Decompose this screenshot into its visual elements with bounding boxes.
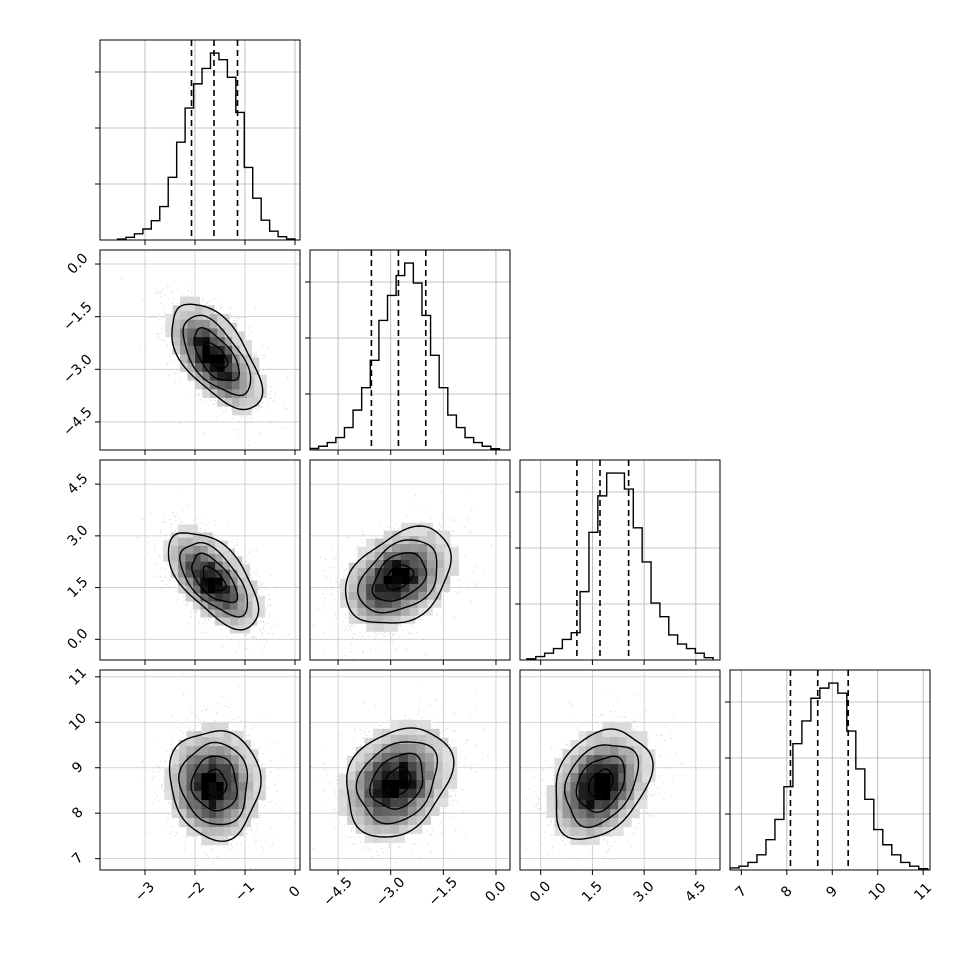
x-tick-label: −4.5 — [320, 874, 355, 909]
x-tick-label: 11 — [911, 880, 935, 904]
contour-level-1 — [190, 755, 238, 812]
contour-level-3 — [167, 532, 260, 631]
contour-level-2 — [182, 314, 252, 397]
x-tick-label: −2 — [182, 879, 208, 905]
contour-level-0 — [203, 768, 228, 798]
y-tick-label: −1.5 — [60, 299, 95, 334]
scatter-panel-0-2 — [100, 460, 300, 660]
panel-axes-2-3 — [519, 669, 721, 875]
contour-level-1 — [193, 326, 240, 382]
panel-frame — [729, 669, 931, 871]
y-tick-label: −4.5 — [60, 404, 95, 439]
y-tick-label: 7 — [69, 850, 87, 868]
y-tick-label: 0.0 — [64, 251, 91, 278]
contour-level-0 — [588, 768, 614, 798]
density-cell — [244, 580, 258, 594]
y-tick-label: 4.5 — [64, 471, 91, 498]
y-tick-label: 1.5 — [64, 574, 91, 601]
y-tick-label: 8 — [69, 804, 87, 822]
histogram-panel-3 — [725, 669, 931, 875]
y-tick-label: −3.0 — [60, 352, 95, 387]
panel-axes-1-2 — [309, 459, 511, 665]
scatter-panel-2-3 — [520, 670, 720, 870]
x-tick-label: 1.5 — [579, 878, 606, 905]
contour-level-3 — [555, 728, 654, 840]
panel-frame — [99, 669, 301, 871]
panel-axes-0-2 — [95, 459, 301, 665]
panel-frame — [309, 459, 511, 661]
histogram-panel-0 — [95, 39, 301, 245]
x-tick-label: 10 — [866, 880, 890, 904]
density-cell — [253, 767, 266, 783]
contour-level-3 — [344, 525, 452, 624]
contour-level-3 — [171, 303, 264, 411]
panel-axes-0-3 — [95, 669, 301, 875]
contour-level-1 — [191, 552, 239, 604]
histogram-step — [310, 262, 501, 450]
histogram-panel-2 — [515, 459, 721, 665]
density-cell — [252, 596, 265, 610]
contour-level-2 — [355, 741, 439, 825]
x-tick-label: 0.0 — [482, 878, 509, 905]
panel-frame — [309, 669, 511, 871]
contour-level-2 — [179, 542, 249, 618]
contour-level-2 — [178, 741, 249, 826]
histogram-panel-1 — [305, 249, 511, 455]
y-tick-label: 3.0 — [64, 522, 91, 549]
panel-frame — [309, 249, 511, 451]
x-tick-label: −1.5 — [426, 874, 461, 909]
y-tick-label: 9 — [69, 759, 87, 777]
contour-level-1 — [369, 752, 424, 810]
x-tick-label: 9 — [823, 883, 841, 901]
density-cell — [245, 749, 259, 765]
contour-level-0 — [202, 565, 227, 592]
panel-axes-0-1 — [95, 249, 301, 455]
panel-frame — [99, 249, 301, 451]
contour-level-2 — [356, 539, 438, 614]
histogram-step — [526, 472, 714, 660]
scatter-panel-1-2 — [310, 460, 510, 660]
histogram-step — [730, 682, 929, 870]
x-tick-label: 7 — [733, 883, 751, 901]
contour-level-1 — [575, 755, 626, 814]
contour-level-1 — [371, 552, 428, 602]
x-tick-label: −1 — [232, 879, 258, 905]
contour-level-0 — [204, 341, 229, 371]
panel-frame — [519, 669, 721, 871]
y-tick-label: 10 — [66, 710, 90, 734]
y-tick-label: 11 — [66, 665, 90, 689]
scatter-panel-0-3 — [100, 670, 300, 870]
panel-frame — [519, 459, 721, 661]
contour-level-3 — [168, 730, 262, 843]
scatter-panel-1-3 — [310, 670, 510, 870]
y-tick-label: 0.0 — [64, 626, 91, 653]
contour-level-3 — [345, 727, 455, 838]
x-tick-label: −3.0 — [373, 874, 408, 909]
panel-axes-1-3 — [309, 669, 511, 875]
x-tick-label: 0.0 — [527, 878, 554, 905]
histogram-step — [116, 52, 296, 240]
scatter-panel-0-1 — [100, 250, 300, 450]
panel-frame — [99, 459, 301, 661]
scatter-points — [310, 491, 492, 659]
panel-frame — [99, 39, 301, 241]
contour-level-0 — [383, 766, 412, 795]
x-tick-label: 0 — [286, 883, 304, 901]
x-tick-label: −3 — [132, 879, 158, 905]
x-tick-label: 3.0 — [631, 878, 658, 905]
x-tick-label: 4.5 — [682, 878, 709, 905]
density-cell — [239, 340, 252, 355]
contour-level-2 — [563, 744, 640, 829]
density-cell — [444, 546, 459, 560]
x-tick-label: 8 — [778, 883, 796, 901]
contour-level-0 — [386, 564, 415, 591]
